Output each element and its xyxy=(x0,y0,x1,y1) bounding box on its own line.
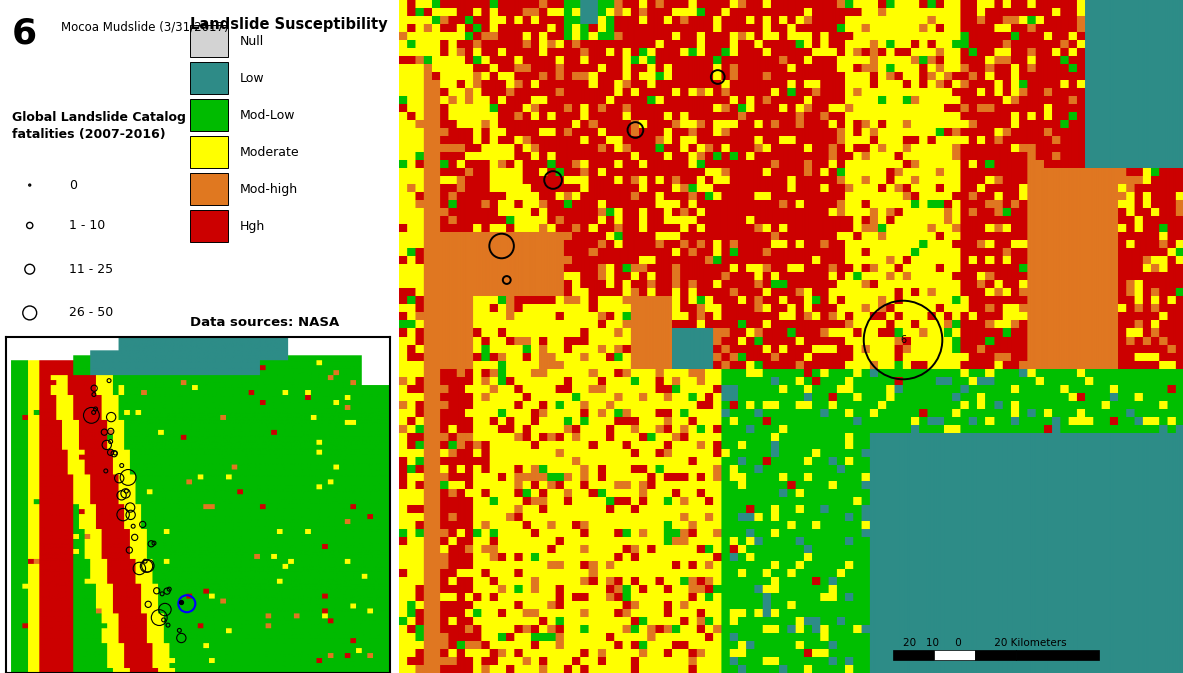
FancyBboxPatch shape xyxy=(190,62,228,94)
Point xyxy=(99,376,118,386)
Point xyxy=(82,410,101,421)
Point xyxy=(172,596,190,607)
Text: 6: 6 xyxy=(900,335,906,345)
Text: Null: Null xyxy=(240,34,264,48)
Point xyxy=(154,614,173,625)
Point xyxy=(84,407,103,418)
Text: Hgh: Hgh xyxy=(240,219,265,233)
Point xyxy=(144,538,163,548)
Point xyxy=(125,532,144,542)
Point xyxy=(160,583,179,594)
Point xyxy=(102,412,121,423)
Text: Data sources: NASA: Data sources: NASA xyxy=(190,316,340,329)
FancyBboxPatch shape xyxy=(190,210,228,242)
FancyBboxPatch shape xyxy=(190,99,228,131)
Point xyxy=(105,448,124,458)
FancyBboxPatch shape xyxy=(190,25,228,57)
Point xyxy=(104,448,123,459)
Point xyxy=(134,519,153,530)
Point xyxy=(112,490,131,501)
Point xyxy=(86,404,105,415)
Point xyxy=(114,509,132,520)
Bar xyxy=(1016,650,1099,660)
Point xyxy=(159,620,177,631)
Text: Moderate: Moderate xyxy=(240,145,299,159)
Point xyxy=(117,486,136,497)
Text: 20   10     0          20 Kilometers: 20 10 0 20 Kilometers xyxy=(903,638,1067,648)
Point xyxy=(170,625,189,636)
Point xyxy=(177,598,196,609)
FancyBboxPatch shape xyxy=(190,173,228,205)
Text: 1 - 10: 1 - 10 xyxy=(70,219,105,232)
Point xyxy=(110,473,129,484)
Point xyxy=(95,427,114,437)
Point xyxy=(157,586,176,596)
Point xyxy=(153,588,172,599)
Point xyxy=(136,556,155,567)
Text: 6: 6 xyxy=(12,17,37,51)
Point xyxy=(155,604,174,615)
FancyBboxPatch shape xyxy=(190,136,228,168)
Point xyxy=(147,586,166,596)
Point xyxy=(20,264,39,275)
Point xyxy=(85,383,104,394)
Bar xyxy=(933,650,975,660)
Point xyxy=(130,563,149,574)
Point xyxy=(124,521,143,532)
Text: Landslide Susceptibility: Landslide Susceptibility xyxy=(190,17,388,32)
Point xyxy=(709,71,728,82)
Point xyxy=(492,241,511,252)
Point xyxy=(20,220,39,231)
Text: Mod-high: Mod-high xyxy=(240,182,298,196)
Point xyxy=(138,599,157,610)
Point xyxy=(137,561,156,571)
Text: 11 - 25: 11 - 25 xyxy=(70,262,114,276)
Point xyxy=(20,361,39,372)
Text: 51 - 500: 51 - 500 xyxy=(70,360,122,374)
Point xyxy=(20,308,39,318)
Point xyxy=(102,436,121,447)
Point xyxy=(116,488,135,499)
Bar xyxy=(893,650,933,660)
Point xyxy=(112,460,131,471)
Point xyxy=(102,426,121,437)
Point xyxy=(20,180,39,190)
Point xyxy=(544,174,563,185)
Point xyxy=(121,509,140,520)
Text: Low: Low xyxy=(240,71,264,85)
Point xyxy=(119,544,138,555)
Point xyxy=(97,439,116,450)
Text: Mod-Low: Mod-Low xyxy=(240,108,296,122)
Point xyxy=(84,389,103,400)
Point xyxy=(118,472,137,483)
Point xyxy=(142,538,161,549)
Point xyxy=(497,275,516,285)
Text: 26 - 50: 26 - 50 xyxy=(70,306,114,320)
Point xyxy=(101,447,119,458)
Text: 0: 0 xyxy=(70,178,77,192)
Point xyxy=(138,561,157,571)
Point xyxy=(626,125,645,135)
Point xyxy=(96,466,115,476)
Point xyxy=(150,612,169,623)
Point xyxy=(893,334,912,345)
Point xyxy=(121,502,140,513)
Point xyxy=(172,633,190,643)
Text: Global Landslide Catalog
fatalities (2007-2016): Global Landslide Catalog fatalities (200… xyxy=(12,111,186,141)
Bar xyxy=(975,650,1016,660)
Text: Mocoa Mudslide (3/31/2017): Mocoa Mudslide (3/31/2017) xyxy=(62,20,230,33)
